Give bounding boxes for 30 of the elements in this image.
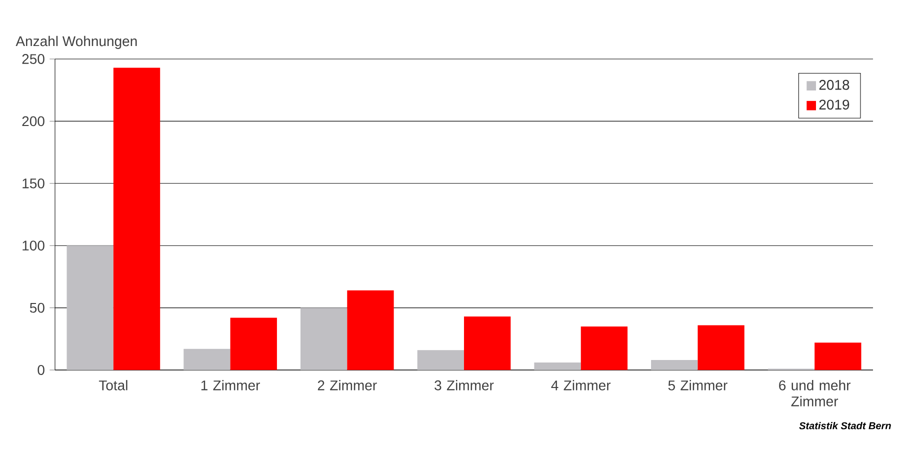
bar [113,68,160,370]
bar [230,318,277,370]
bar [300,308,348,370]
x-tick-label: 5 Zimmer [668,380,728,390]
x-tick-label: 1 Zimmer [201,380,260,390]
bar [347,290,394,370]
x-tick-label: 2 Zimmer [318,380,377,390]
bar [534,362,581,370]
text: Statistik Stadt Bern [799,422,891,430]
bar [814,342,862,370]
bar [580,326,628,370]
x-tick-label: 4 Zimmer [551,380,611,390]
y-tick-label: 100 [22,240,44,251]
y-tick-label: 200 [22,116,44,126]
bar [464,316,511,370]
bar [698,325,744,370]
x-tick-label: 3 Zimmer [434,380,494,390]
bar [184,348,230,370]
x-tick-label: Total [98,380,128,390]
y-tick-label: 250 [22,54,44,64]
bar [417,350,464,370]
y-axis-title: Anzahl Wohnungen [16,36,137,49]
bar [66,246,114,370]
legend-label: 2018 [819,80,850,90]
x-tick-label: 6 und mehr Zimmer [779,380,851,406]
y-tick-label: 150 [22,178,44,188]
legend-label: 2019 [819,100,850,110]
y-tick-label: 0 [38,365,44,375]
bar [651,360,698,370]
y-tick-label: 50 [30,302,44,313]
